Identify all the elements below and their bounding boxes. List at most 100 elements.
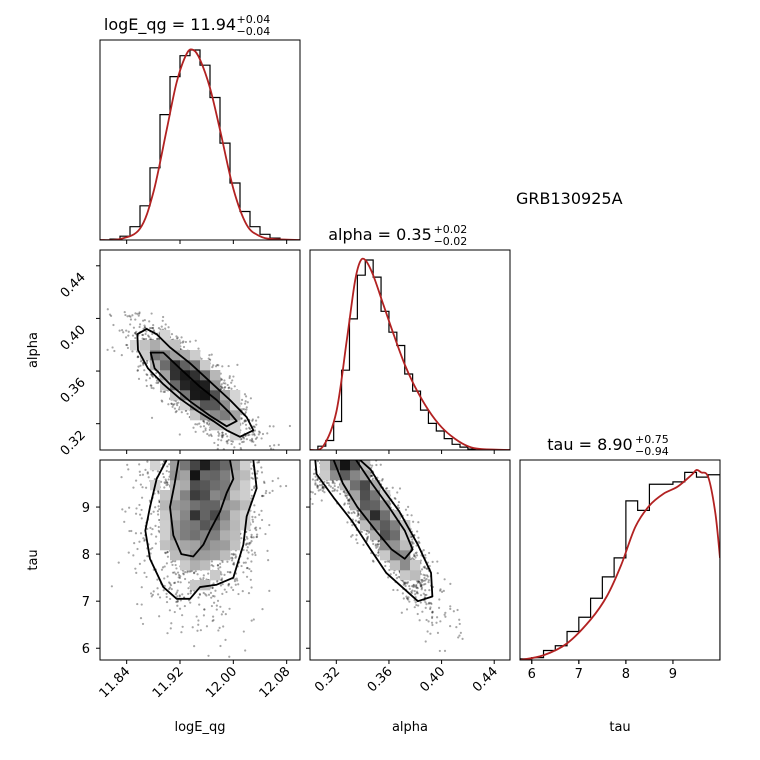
sample-point [220,383,223,386]
kde-curve-logE_qg [100,48,300,240]
sample-point [242,571,245,574]
sample-point [217,629,220,632]
sample-point [186,569,189,573]
sample-point [262,480,266,483]
sample-point [166,483,169,486]
sample-point [227,364,230,368]
sample-point [182,572,185,575]
contour-level-0 [136,328,255,438]
sample-point [152,510,155,513]
sample-point [250,570,253,573]
sample-point [175,335,178,338]
sample-point [235,577,238,580]
sample-point [175,567,178,570]
sample-point [253,426,256,429]
sample-point [220,577,224,580]
sample-point [134,479,138,482]
sample-point [163,577,166,580]
sample-point [247,592,251,595]
sample-point [141,333,144,337]
sample-point [176,571,180,574]
sample-point [253,527,257,530]
sample-point [211,366,214,369]
sample-point [204,429,207,432]
sample-point [203,421,206,424]
sample-point [142,362,145,365]
sample-point [206,421,209,424]
sample-point [199,629,202,632]
sample-point [223,573,226,576]
sample-point [232,552,235,556]
sample-point [202,419,205,423]
sample-point [245,395,248,398]
sample-point [168,586,172,589]
sample-point [198,593,202,596]
sample-point [140,603,143,606]
sample-point [129,323,132,326]
sample-point [218,626,221,630]
sample-point [184,571,187,574]
sample-point [180,336,183,339]
density-cell [230,410,241,421]
sample-point [132,554,135,557]
sample-point [250,440,253,443]
density-cell [180,350,191,361]
panel-frame [309,249,511,451]
sample-point [132,326,136,329]
sample-point [180,411,183,414]
sample-point [273,444,276,447]
sample-point [199,577,202,580]
sample-point [146,555,149,558]
sample-point [120,354,123,357]
sample-point [200,357,203,360]
sample-point [134,312,137,315]
density-cell [150,340,161,351]
sample-point [192,572,196,575]
sample-point [187,587,190,590]
sample-point [266,432,269,435]
sample-point [143,324,146,327]
sample-point [170,332,174,336]
sample-point [122,331,125,334]
sample-point [179,599,182,602]
sample-point [163,584,166,588]
sample-point [215,604,218,607]
sample-point [175,600,178,604]
sample-point [167,478,170,481]
sample-point [157,326,161,330]
sample-point [109,314,113,318]
kde-curve-alpha [310,257,510,450]
sample-point [151,326,155,330]
sample-point [220,613,223,616]
sample-point [132,486,135,489]
sample-point [204,427,207,430]
sample-point [253,451,255,453]
sample-point [165,484,168,487]
title-median: 0.35 [396,225,432,244]
sample-point [143,571,146,574]
sample-point [230,553,233,556]
sample-point [250,494,253,497]
sample-point [251,419,254,422]
sample-point [251,418,254,421]
density-cell [210,410,221,421]
sample-point [254,553,257,557]
sample-point [268,491,271,494]
sample-point [255,436,259,439]
density-cell [190,370,201,381]
scatter-plot-area [106,308,292,453]
sample-point [171,563,174,567]
sample-point [212,364,215,367]
sample-point [197,623,200,626]
sample-point [138,323,142,326]
sample-point [106,308,109,311]
sample-point [227,584,230,587]
title-label: logE_qg [104,15,167,35]
sample-point [143,337,146,341]
sample-point [232,561,236,564]
sample-point [253,432,256,436]
sample-point [126,343,129,347]
sample-point [217,438,220,441]
sample-point [237,592,240,596]
sample-point [171,571,175,574]
